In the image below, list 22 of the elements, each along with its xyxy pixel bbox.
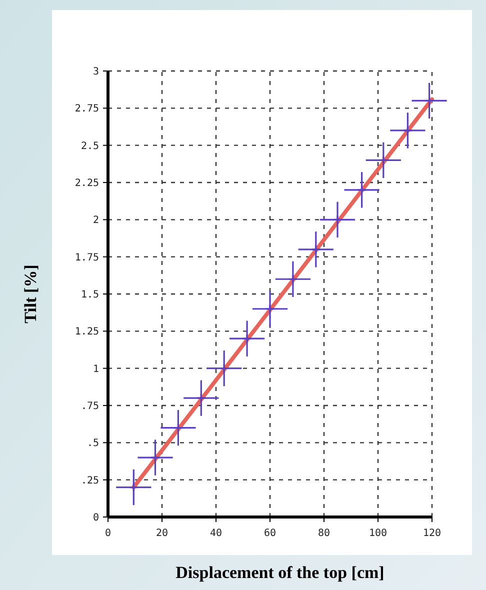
x-tick-label: 120 xyxy=(422,528,442,539)
x-tick-label: 40 xyxy=(210,528,222,539)
y-tick-label: 1.25 xyxy=(74,326,99,338)
y-tick-label: 1 xyxy=(92,364,99,375)
y-tick-label: 3 xyxy=(92,66,99,78)
y-tick-label: 2.25 xyxy=(74,178,99,189)
y-tick-label: 2.5 xyxy=(80,140,99,152)
y-tick-label: 2.75 xyxy=(74,104,99,115)
y-tick-label: .5 xyxy=(86,438,99,450)
x-axis-title: Displacement of the top [cm] xyxy=(176,563,384,582)
x-tick-label: 100 xyxy=(368,528,388,539)
x-tick-label: 0 xyxy=(104,528,112,539)
y-tick-label: 1.5 xyxy=(80,290,99,300)
y-axis-title: Tilt [%] xyxy=(21,264,40,324)
x-tick-label: 80 xyxy=(318,528,330,539)
y-tick-label: 0 xyxy=(92,512,99,524)
x-tick-label: 60 xyxy=(264,528,276,539)
x-tick-label: 20 xyxy=(156,528,168,539)
y-tick-label: .25 xyxy=(80,475,99,486)
y-tick-label: .75 xyxy=(80,401,99,412)
y-tick-label: 2 xyxy=(92,215,99,226)
y-tick-label: 1.75 xyxy=(74,252,99,264)
